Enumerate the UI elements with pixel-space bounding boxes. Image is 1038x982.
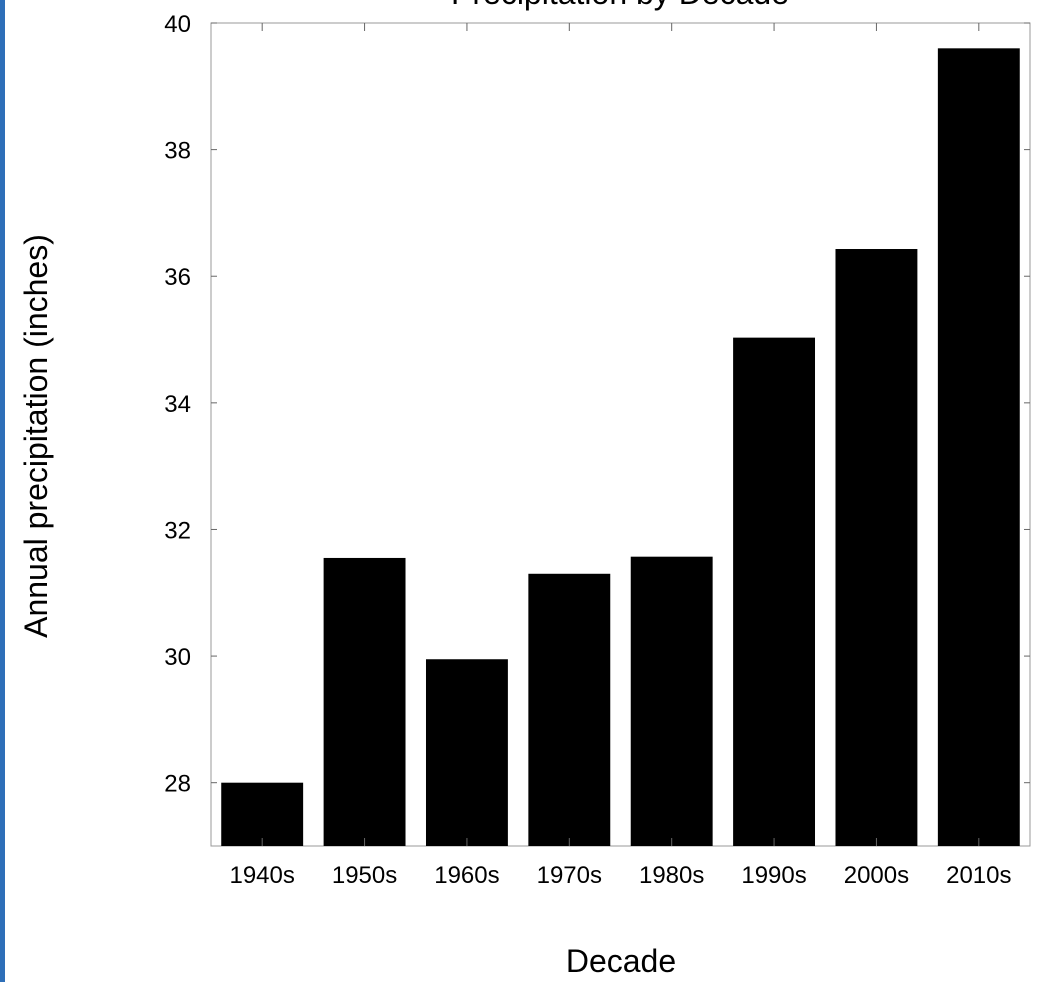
x-tick-label: 1940s [229, 862, 294, 889]
y-tick-label: 28 [164, 771, 191, 798]
bar [323, 557, 406, 846]
bar [425, 659, 508, 846]
y-tick-label: 30 [164, 644, 191, 671]
bar [937, 48, 1020, 847]
x-tick-label: 2010s [946, 862, 1011, 889]
bar [630, 556, 713, 846]
plot-area: 28 30 32 34 36 38 40 1940s 1950s 1960s 1970s 1980s 1… [164, 11, 1031, 889]
bar [221, 782, 304, 846]
y-tick-label: 34 [164, 391, 191, 418]
bar [835, 249, 918, 846]
y-axis-title: Annual precipitation (inches) [18, 234, 54, 638]
x-axis-title: Decade [566, 943, 676, 979]
x-tick-label: 1970s [537, 862, 602, 889]
x-tick-label: 1980s [639, 862, 704, 889]
x-tick-label: 1960s [434, 862, 499, 889]
y-tick-label: 32 [164, 517, 191, 544]
y-tick-label: 36 [164, 264, 191, 291]
plot-frame [210, 22, 1031, 847]
y-tick-label: 38 [164, 138, 191, 165]
bar [528, 573, 611, 846]
bar [733, 337, 816, 846]
left-edge-strip [0, 0, 5, 982]
y-tick-label: 40 [164, 11, 191, 38]
chart-title: Precipitation by Decade [451, 0, 789, 11]
x-tick-label: 2000s [844, 862, 909, 889]
x-tick-label: 1950s [332, 862, 397, 889]
x-tick-label: 1990s [741, 862, 806, 889]
